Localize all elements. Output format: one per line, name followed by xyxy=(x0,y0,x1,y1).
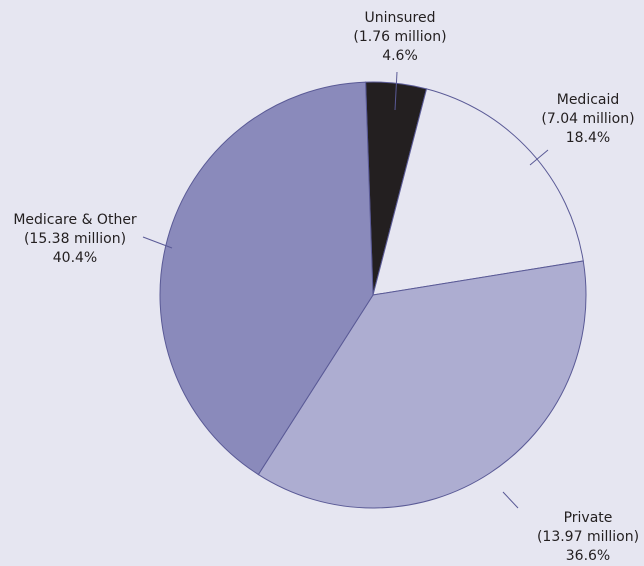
slice-label: Uninsured xyxy=(365,10,436,26)
slice-label: Medicaid xyxy=(557,92,620,108)
slice-label: Private xyxy=(564,510,613,526)
count-label: (7.04 million) xyxy=(541,111,634,127)
value-label: 4.6% xyxy=(382,48,418,64)
leader-line xyxy=(529,149,549,166)
count-label: (13.97 million) xyxy=(537,529,639,545)
count-label: (1.76 million) xyxy=(353,29,446,45)
count-label: (15.38 million) xyxy=(24,231,126,247)
leader-line xyxy=(502,491,519,509)
pie-slice xyxy=(159,81,374,476)
leader-line xyxy=(394,71,398,111)
value-label: 36.6% xyxy=(566,548,610,564)
value-label: 40.4% xyxy=(53,250,97,266)
value-label: 18.4% xyxy=(566,130,610,146)
leader-line xyxy=(142,236,173,249)
slice-label: Medicare & Other xyxy=(13,212,137,228)
pie-slice xyxy=(257,260,587,509)
pie-slice xyxy=(372,88,584,296)
